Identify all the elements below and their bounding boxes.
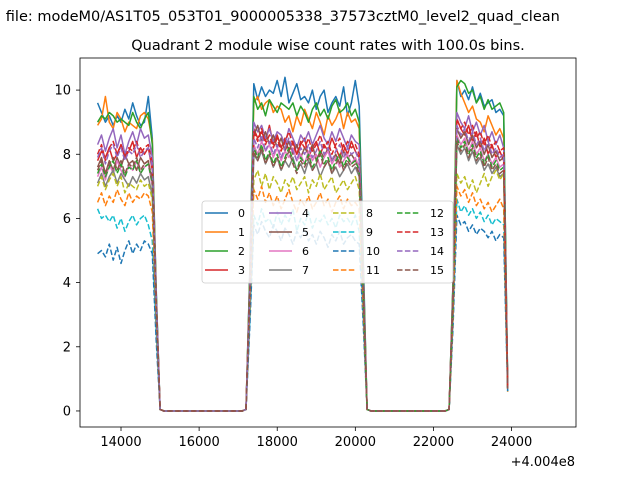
legend-label-3: 3 [238,264,245,277]
y-tick-label: 6 [63,212,71,227]
y-tick-label: 0 [63,404,71,419]
legend-label-4: 4 [302,207,309,220]
chart-title: Quadrant 2 module wise count rates with … [131,38,525,54]
x-tick-label: 18000 [257,435,298,450]
figure-suptitle: n file: modeM0/AS1T05_053T01_9000005338_… [0,9,560,25]
legend-label-13: 13 [430,226,444,239]
y-axis: 0 2 4 6 8 10 [54,84,80,419]
legend-label-14: 14 [430,245,444,258]
x-offset-label: +4.004e8 [511,455,575,470]
legend-label-1: 1 [238,226,245,239]
legend-label-8: 8 [366,207,373,220]
y-tick-label: 10 [54,84,71,99]
x-tick-label: 20000 [335,435,376,450]
legend-label-15: 15 [430,264,444,277]
y-tick-label: 2 [63,340,71,355]
series-layer [96,76,509,412]
legend-label-2: 2 [238,245,245,258]
y-tick-label: 8 [63,148,71,163]
x-tick-label: 24000 [491,435,532,450]
legend-label-0: 0 [238,207,245,220]
legend-label-6: 6 [302,245,309,258]
x-axis: 14000 16000 18000 20000 22000 24000 [100,427,532,450]
x-tick-label: 16000 [178,435,219,450]
y-tick-label: 4 [63,276,71,291]
x-tick-label: 22000 [413,435,454,450]
series-line-14 [96,124,509,412]
legend-label-11: 11 [366,264,380,277]
legend-label-5: 5 [302,226,309,239]
series-line-15 [96,140,509,412]
legend-label-12: 12 [430,207,444,220]
x-tick-label: 14000 [100,435,141,450]
legend-label-10: 10 [366,245,380,258]
legend-label-9: 9 [366,226,373,239]
plot-frame [79,57,577,428]
legend-label-7: 7 [302,264,309,277]
series-line-13 [96,118,509,412]
legend-box [201,200,454,284]
